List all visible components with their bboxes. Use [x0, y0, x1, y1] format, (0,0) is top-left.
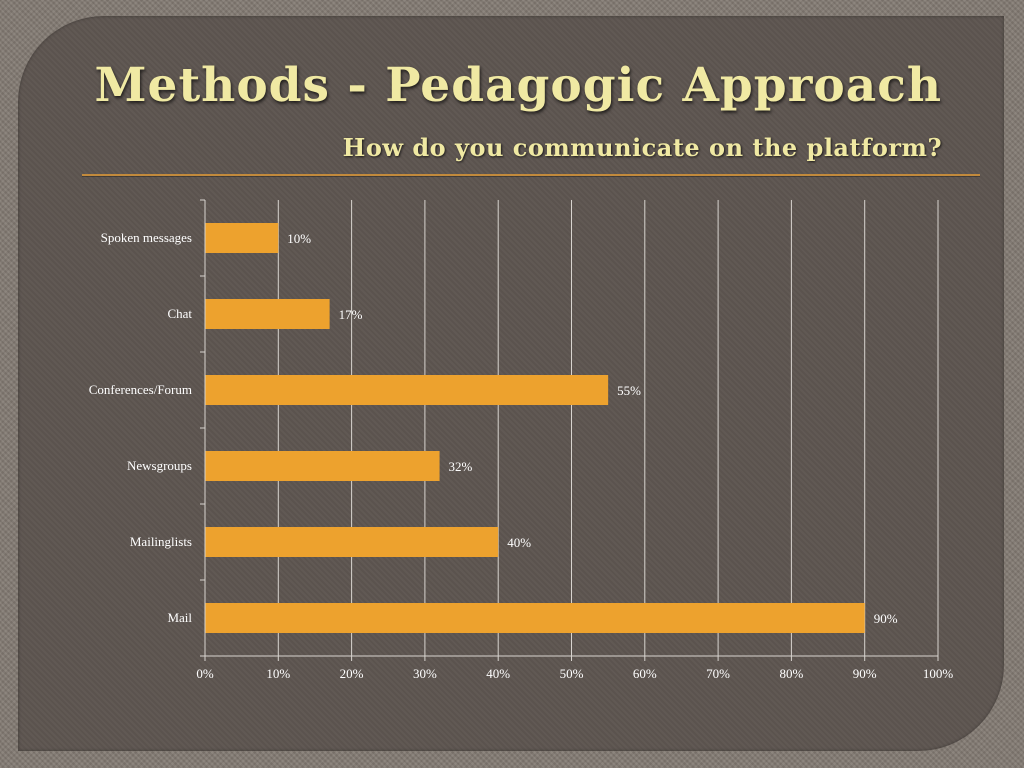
x-tick-label: 100% [923, 666, 954, 681]
bar [205, 299, 330, 329]
title-divider [82, 174, 980, 176]
bar [205, 603, 865, 633]
bar [205, 375, 609, 405]
value-label: 10% [287, 231, 311, 246]
value-label: 17% [339, 307, 363, 322]
x-tick-label: 50% [560, 666, 584, 681]
category-label: Mailinglists [130, 534, 192, 549]
category-label: Chat [167, 306, 192, 321]
x-tick-label: 40% [486, 666, 510, 681]
bar [205, 527, 499, 557]
category-label: Conferences/Forum [89, 382, 192, 397]
value-label: 40% [507, 535, 531, 550]
value-label: 90% [874, 611, 898, 626]
bar [205, 223, 279, 253]
x-tick-label: 10% [266, 666, 290, 681]
x-tick-label: 80% [779, 666, 803, 681]
x-tick-label: 70% [706, 666, 730, 681]
x-tick-label: 60% [633, 666, 657, 681]
category-label: Newsgroups [127, 458, 192, 473]
slide-title: Methods - Pedagogic Approach [94, 58, 942, 113]
slide-subtitle: How do you communicate on the platform? [342, 133, 942, 162]
category-label: Spoken messages [101, 230, 192, 245]
category-label: Mail [167, 610, 192, 625]
x-tick-label: 20% [340, 666, 364, 681]
value-label: 55% [617, 383, 641, 398]
x-tick-label: 90% [853, 666, 877, 681]
bar [205, 451, 440, 481]
x-tick-label: 30% [413, 666, 437, 681]
x-tick-label: 0% [196, 666, 214, 681]
value-label: 32% [449, 459, 473, 474]
